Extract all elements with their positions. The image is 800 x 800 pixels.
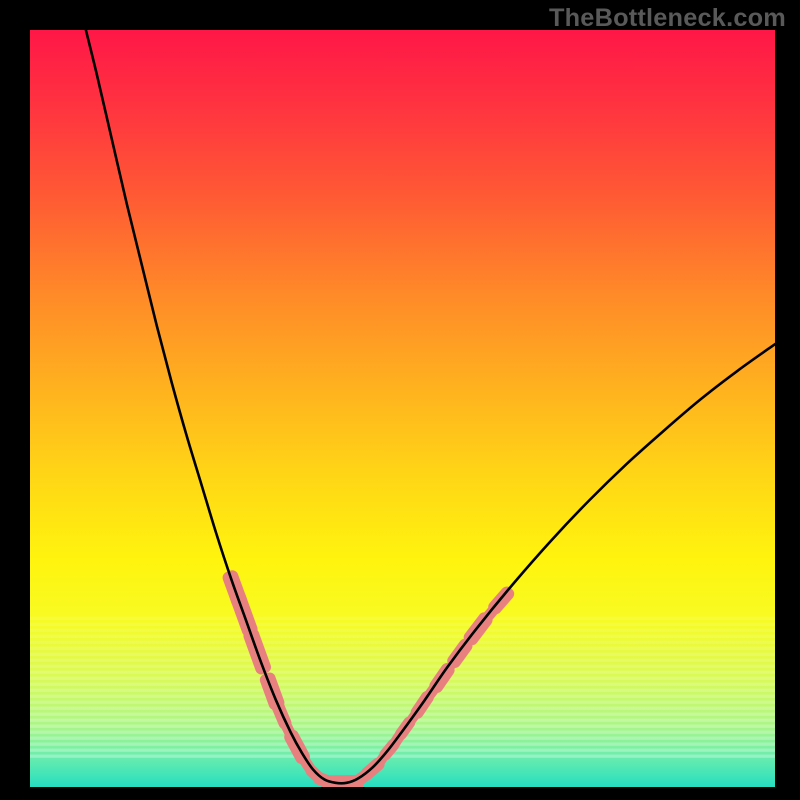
chart-svg xyxy=(0,0,800,800)
watermark-text: TheBottleneck.com xyxy=(549,4,786,33)
stage: TheBottleneck.com xyxy=(0,0,800,800)
